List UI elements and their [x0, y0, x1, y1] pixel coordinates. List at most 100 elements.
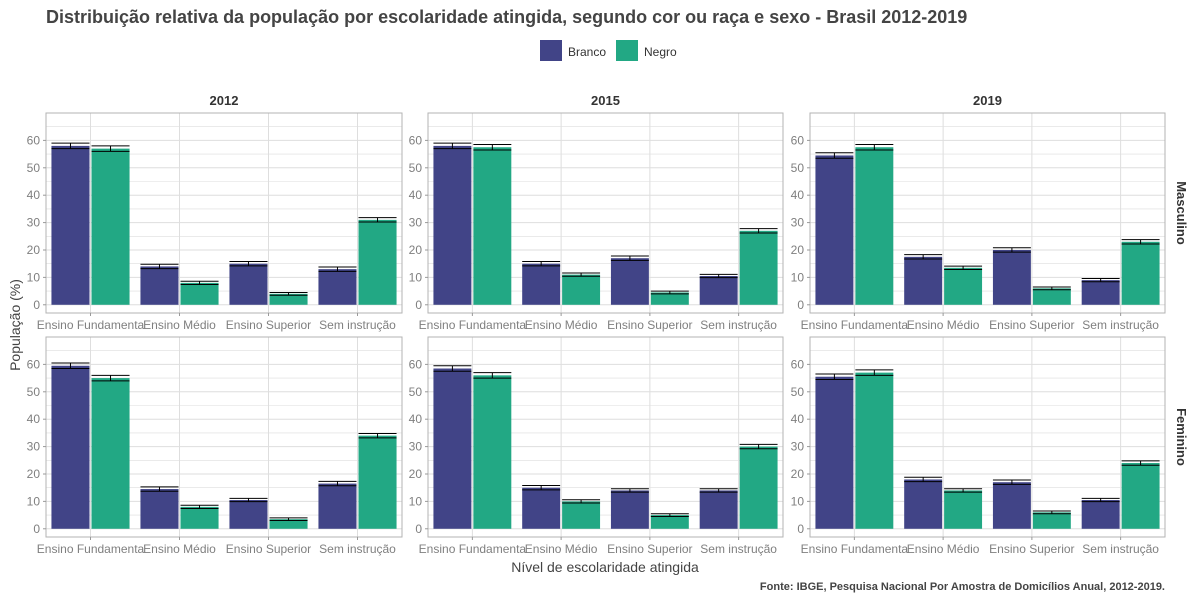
- y-tick-label: 30: [791, 216, 805, 230]
- errorbar-negro: [1032, 286, 1071, 291]
- bar-branco: [1081, 280, 1120, 305]
- bar-branco: [318, 483, 357, 529]
- errorbar-negro: [944, 265, 983, 270]
- errorbar-negro: [358, 432, 397, 439]
- errorbar-branco: [51, 362, 90, 370]
- bar-branco: [699, 276, 738, 305]
- bar-negro: [1121, 463, 1160, 529]
- errorbar-negro: [855, 369, 894, 376]
- y-tick-label: 60: [409, 357, 423, 371]
- bar-branco: [699, 490, 738, 529]
- errorbar-negro: [562, 499, 601, 504]
- errorbar-negro: [650, 513, 689, 517]
- bar-negro: [1121, 241, 1160, 305]
- x-tick-label: Ensino Médio: [525, 318, 598, 332]
- x-tick-label: Ensino Fundamenta: [801, 318, 909, 332]
- x-tick-label: Ensino Fundamenta: [37, 542, 145, 556]
- errorbar-branco: [992, 247, 1031, 253]
- errorbar-negro: [91, 145, 130, 152]
- y-tick-label: 50: [27, 161, 41, 175]
- bar-negro: [473, 147, 512, 305]
- panel-border: [427, 112, 784, 314]
- bar-negro: [358, 219, 397, 305]
- errorbar-negro: [650, 290, 689, 295]
- x-tick-label: Ensino Médio: [525, 542, 598, 556]
- errorbar-branco: [318, 480, 357, 487]
- errorbar-negro: [269, 517, 308, 522]
- x-tick-label: Ensino Fundamenta: [801, 542, 909, 556]
- errorbar-branco: [1081, 497, 1120, 503]
- y-tick-label: 0: [415, 522, 422, 536]
- errorbar-negro: [1121, 239, 1160, 245]
- panel-border: [45, 112, 403, 314]
- bar-branco: [140, 489, 179, 529]
- x-tick-label: Ensino Fundamenta: [419, 318, 527, 332]
- x-tick-label: Ensino Superior: [989, 542, 1074, 556]
- y-tick-label: 10: [409, 270, 423, 284]
- errorbar-branco: [51, 142, 90, 150]
- y-tick-label: 10: [791, 270, 805, 284]
- bar-negro: [180, 282, 219, 305]
- x-tick-label: Sem instrução: [1082, 318, 1159, 332]
- errorbar-branco: [610, 488, 649, 493]
- y-tick-label: 60: [791, 357, 805, 371]
- y-tick-label: 10: [409, 494, 423, 508]
- errorbar-branco: [699, 488, 738, 493]
- errorbar-negro: [358, 217, 397, 223]
- strip-label-2019: 2019: [973, 93, 1002, 108]
- errorbar-branco: [904, 254, 943, 260]
- y-tick-label: 50: [409, 385, 423, 399]
- bar-negro: [855, 372, 894, 529]
- x-tick-label: Ensino Médio: [143, 542, 216, 556]
- errorbar-negro: [1121, 460, 1160, 466]
- x-tick-label: Ensino Médio: [143, 318, 216, 332]
- bar-branco: [904, 479, 943, 529]
- y-tick-label: 20: [409, 243, 423, 257]
- x-tick-label: Ensino Superior: [989, 318, 1074, 332]
- errorbar-negro: [739, 228, 778, 234]
- bar-branco: [433, 368, 472, 529]
- errorbar-negro: [562, 272, 601, 277]
- errorbar-branco: [992, 479, 1031, 485]
- strip-label-2015: 2015: [591, 93, 620, 108]
- bar-negro: [739, 230, 778, 305]
- legend-label-negro: Negro: [644, 45, 677, 59]
- y-tick-label: 0: [797, 522, 804, 536]
- panel-border: [45, 336, 403, 538]
- y-tick-label: 40: [409, 412, 423, 426]
- bar-branco: [51, 365, 90, 529]
- y-tick-label: 30: [27, 440, 41, 454]
- x-tick-label: Ensino Médio: [907, 318, 980, 332]
- errorbar-negro: [91, 374, 130, 382]
- errorbar-branco: [433, 365, 472, 372]
- bar-branco: [992, 482, 1031, 529]
- bar-branco: [51, 145, 90, 305]
- legend: Branco Negro: [540, 40, 677, 61]
- x-tick-label: Ensino Superior: [607, 542, 692, 556]
- errorbar-negro: [473, 144, 512, 151]
- errorbar-branco: [522, 484, 561, 491]
- bar-negro: [944, 267, 983, 305]
- errorbar-branco: [140, 486, 179, 492]
- y-tick-label: 20: [791, 243, 805, 257]
- bar-negro: [91, 148, 130, 305]
- y-axis-title: População (%): [7, 279, 23, 371]
- bar-negro: [358, 435, 397, 529]
- errorbar-branco: [229, 260, 268, 267]
- bar-negro: [180, 506, 219, 529]
- y-tick-label: 10: [791, 494, 805, 508]
- x-tick-label: Ensino Fundamenta: [37, 318, 145, 332]
- y-tick-label: 60: [409, 133, 423, 147]
- errorbar-branco: [433, 142, 472, 150]
- bar-negro: [473, 375, 512, 529]
- errorbar-branco: [522, 260, 561, 267]
- bar-branco: [815, 376, 854, 529]
- y-tick-label: 40: [791, 412, 805, 426]
- bar-branco: [610, 258, 649, 305]
- y-tick-label: 50: [791, 385, 805, 399]
- x-tick-label: Ensino Superior: [226, 542, 311, 556]
- y-tick-label: 10: [27, 494, 41, 508]
